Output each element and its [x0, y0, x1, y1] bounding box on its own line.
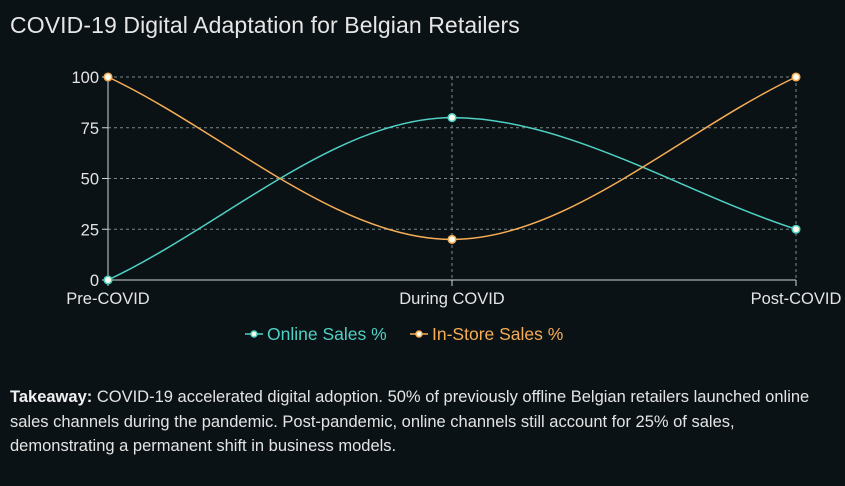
legend-swatch-marker	[415, 330, 423, 338]
data-point-online	[103, 275, 113, 285]
legend-label: Online Sales %	[267, 324, 387, 344]
y-tick-label: 50	[81, 171, 99, 189]
data-point-online	[791, 224, 801, 234]
legend-swatch-marker	[250, 330, 258, 338]
data-point-online	[447, 113, 457, 123]
data-point-instore	[791, 72, 801, 82]
page-title: COVID-19 Digital Adaptation for Belgian …	[10, 12, 520, 38]
y-tick-label: 75	[81, 120, 99, 138]
y-tick-label: 100	[71, 69, 99, 87]
takeaway-label: Takeaway:	[10, 388, 93, 406]
takeaway-text: Takeaway: COVID-19 accelerated digital a…	[10, 385, 835, 459]
x-tick-label: Post-COVID	[751, 290, 842, 308]
data-point-instore	[103, 72, 113, 82]
takeaway-body: COVID-19 accelerated digital adoption. 5…	[10, 388, 810, 455]
x-tick-label: During COVID	[399, 290, 505, 308]
y-tick-label: 0	[90, 272, 99, 290]
legend-label: In-Store Sales %	[432, 324, 563, 344]
y-tick-label: 25	[81, 221, 99, 239]
line-chart: 0 25 50 75 100 Pre-COVID During COVID Post-COVI…	[66, 69, 842, 344]
x-tick-label: Pre-COVID	[66, 290, 150, 308]
data-point-instore	[447, 234, 457, 244]
